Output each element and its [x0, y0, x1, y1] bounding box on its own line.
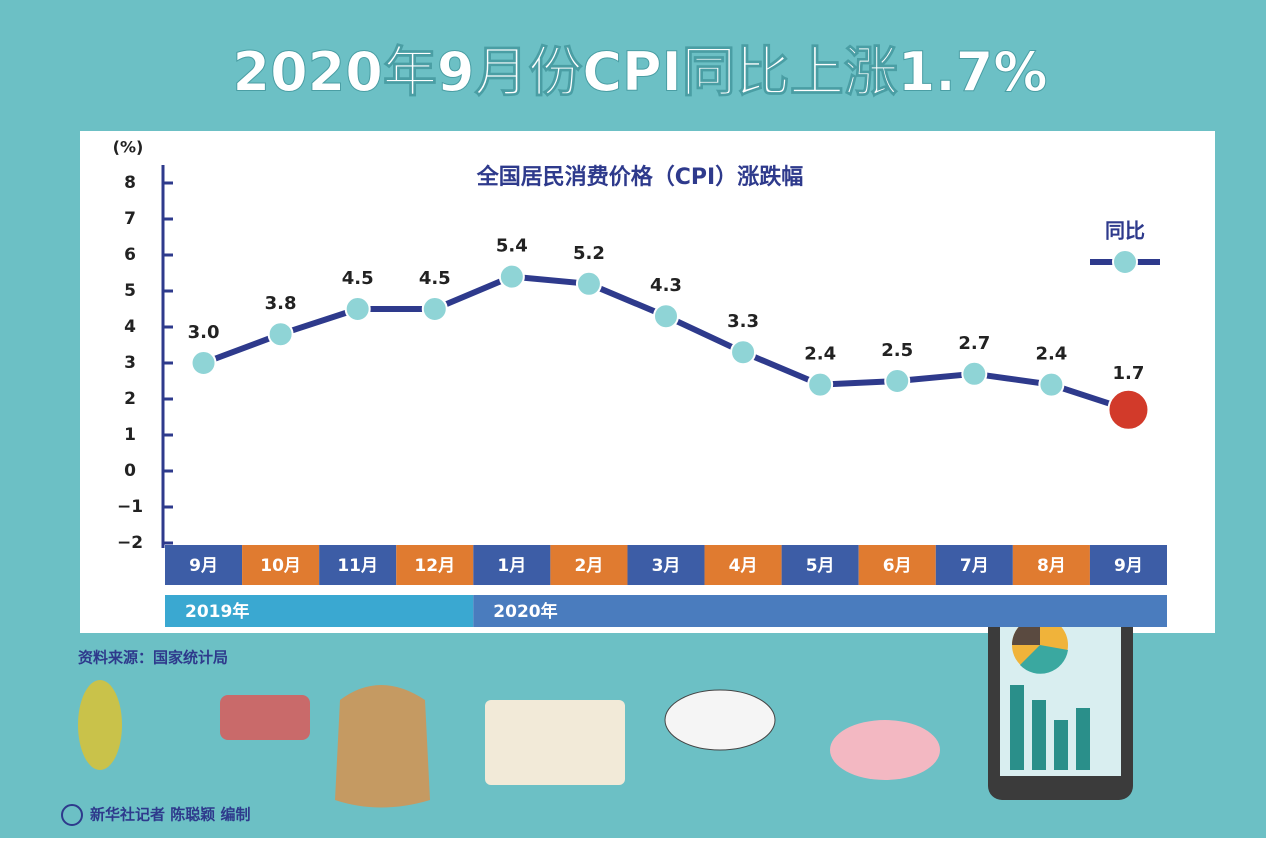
- value-label: 3.8: [265, 293, 297, 314]
- value-label: 4.5: [419, 268, 451, 289]
- point: [192, 351, 216, 375]
- point: [731, 340, 755, 364]
- grain-sack: [335, 685, 430, 808]
- year-label: 2019年: [185, 601, 249, 622]
- y-tick-label: 2: [124, 389, 136, 409]
- point: [1039, 373, 1063, 397]
- y-tick-label: 1: [124, 425, 136, 445]
- x-tick-label: 9月: [1114, 556, 1143, 576]
- page-title: 2020年9月份CPI同比上涨1.7%: [233, 41, 1048, 104]
- value-label: 4.3: [650, 275, 682, 296]
- eggs: [485, 700, 625, 785]
- y-tick-label: 3: [124, 353, 136, 373]
- source: 资料来源：国家统计局: [78, 649, 228, 667]
- value-label: 1.7: [1113, 363, 1145, 384]
- value-label: 2.5: [881, 340, 913, 361]
- x-tick-label: 1月: [497, 556, 526, 576]
- pig: [830, 720, 940, 780]
- bar-icon: [1076, 708, 1090, 770]
- bar-icon: [1032, 700, 1046, 770]
- x-tick-label: 10月: [260, 556, 301, 576]
- x-tick-label: 7月: [960, 556, 989, 576]
- y-axis-label: (%): [113, 138, 144, 157]
- point: [346, 297, 370, 321]
- point: [962, 362, 986, 386]
- point: [885, 369, 909, 393]
- value-label: 3.3: [727, 311, 759, 332]
- value-label: 5.2: [573, 243, 605, 264]
- point: [423, 297, 447, 321]
- point: [577, 272, 601, 296]
- x-tick-label: 9月: [189, 556, 218, 576]
- x-tick-label: 3月: [652, 556, 681, 576]
- value-label: 2.4: [1035, 344, 1067, 365]
- point: [269, 322, 293, 346]
- credit: 新华社记者 陈聪颖 编制: [90, 806, 250, 824]
- y-tick-label: 7: [124, 209, 136, 229]
- value-label: 2.7: [958, 333, 990, 354]
- y-tick-label: 8: [124, 173, 136, 193]
- x-tick-label: 5月: [806, 556, 835, 576]
- value-label: 3.0: [188, 322, 220, 343]
- y-tick-label: −1: [117, 497, 143, 517]
- point: [808, 373, 832, 397]
- meat: [220, 695, 310, 740]
- x-tick-label: 11月: [337, 556, 378, 576]
- year-label: 2020年: [493, 601, 557, 622]
- x-tick-label: 4月: [729, 556, 758, 576]
- infographic: 2020年9月份CPI同比上涨1.7% 全国居民消费价格（CPI）涨跌幅 (%)…: [0, 0, 1266, 838]
- point: [500, 265, 524, 289]
- bar-icon: [1054, 720, 1068, 770]
- value-label: 5.4: [496, 236, 528, 257]
- bar-icon: [1010, 685, 1024, 770]
- y-tick-label: −2: [117, 533, 143, 553]
- year-band: [473, 595, 1167, 627]
- chart-title: 全国居民消费价格（CPI）涨跌幅: [476, 164, 803, 190]
- value-label: 4.5: [342, 268, 374, 289]
- legend-label: 同比: [1105, 219, 1145, 243]
- y-tick-label: 6: [124, 245, 136, 265]
- corn: [78, 680, 122, 770]
- y-tick-label: 5: [124, 281, 136, 301]
- x-tick-label: 6月: [883, 556, 912, 576]
- y-tick-label: 4: [124, 317, 136, 337]
- point: [654, 304, 678, 328]
- y-tick-label: 0: [124, 461, 136, 481]
- cow: [665, 690, 775, 750]
- legend-marker: [1113, 250, 1137, 274]
- value-label: 2.4: [804, 344, 836, 365]
- x-tick-label: 2月: [575, 556, 604, 576]
- highlight-point: [1108, 390, 1148, 430]
- x-tick-label: 12月: [414, 556, 455, 576]
- x-tick-label: 8月: [1037, 556, 1066, 576]
